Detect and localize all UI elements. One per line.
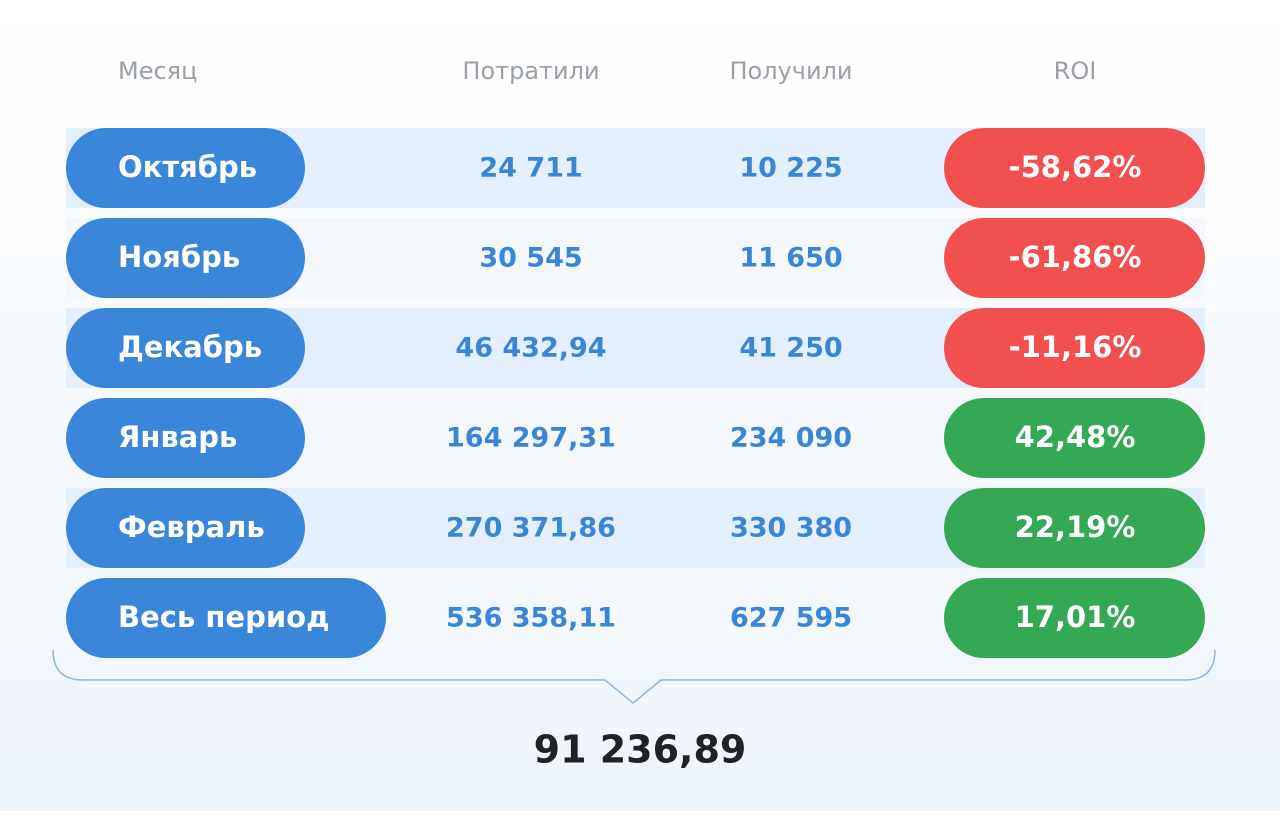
month-pill (66, 578, 386, 658)
header-spent: Потратили (462, 57, 599, 85)
roi: 22,19% (1015, 510, 1136, 544)
roi-pill (944, 398, 1205, 478)
brace (52, 649, 1216, 704)
month-pill (66, 308, 305, 388)
month: Октябрь (118, 150, 257, 184)
received: 234 090 (730, 423, 852, 454)
roi-pill (944, 218, 1205, 298)
spent: 30 545 (479, 243, 582, 274)
roi: -11,16% (1009, 330, 1142, 364)
spent: 46 432,94 (455, 333, 606, 364)
spent: 24 711 (479, 153, 582, 184)
roi: -61,86% (1009, 240, 1142, 274)
received: 41 250 (739, 333, 842, 364)
month: Декабрь (118, 330, 262, 364)
month-pill (66, 128, 305, 208)
spent: 536 358,11 (446, 603, 616, 634)
rows: Октябрь 24 711 10 225 -58,62% Ноябрь 30 545 11… (66, 128, 1205, 658)
spent: 164 297,31 (446, 423, 616, 454)
roi-pill (944, 308, 1205, 388)
received: 11 650 (739, 243, 842, 274)
total: 91 236,89 (534, 728, 747, 772)
header-received: Получили (730, 57, 853, 85)
roi: -58,62% (1009, 150, 1142, 184)
month: Февраль (118, 510, 265, 544)
month: Весь период (118, 600, 330, 634)
roi-pill (944, 128, 1205, 208)
roi-pill (944, 488, 1205, 568)
roi-pill (944, 578, 1205, 658)
month: Январь (118, 420, 237, 454)
month-pill (66, 488, 305, 568)
received: 330 380 (730, 513, 852, 544)
roi: 17,01% (1015, 600, 1136, 634)
month-pill (66, 218, 305, 298)
month: Ноябрь (118, 240, 240, 274)
header-month: Месяц (118, 57, 197, 85)
header-roi: ROI (1054, 57, 1097, 85)
roi: 42,48% (1015, 420, 1136, 454)
received: 627 595 (730, 603, 852, 634)
spent: 270 371,86 (446, 513, 616, 544)
received: 10 225 (739, 153, 842, 184)
month-pill (66, 398, 305, 478)
